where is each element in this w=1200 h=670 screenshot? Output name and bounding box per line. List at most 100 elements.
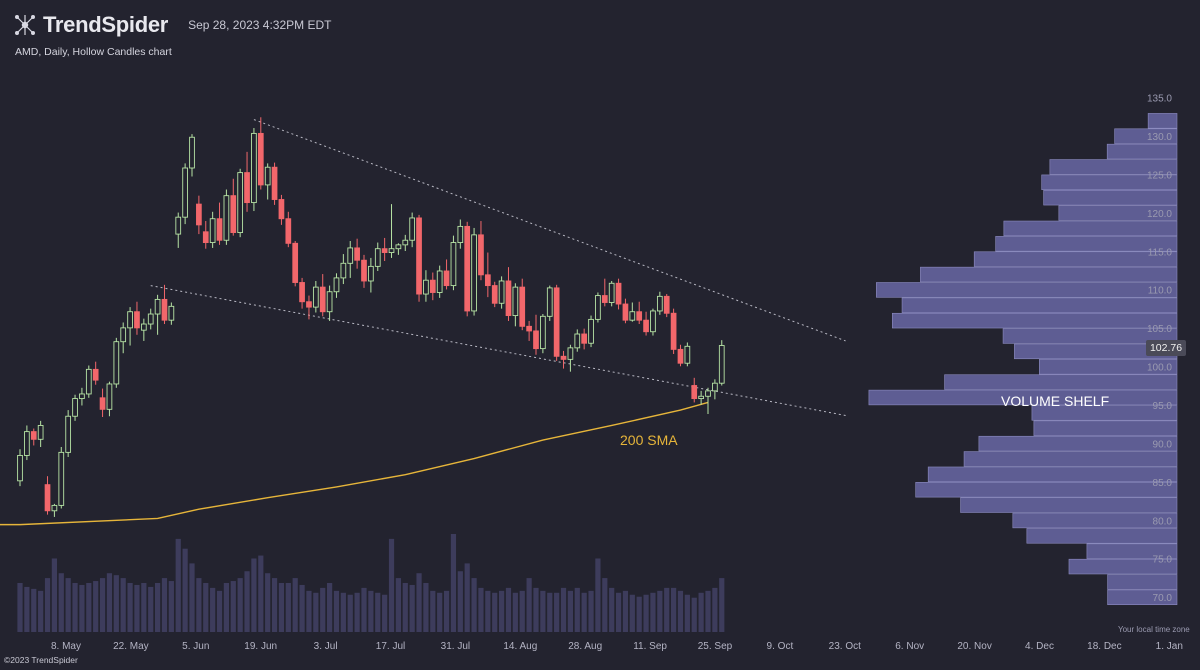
volume-bar (175, 538, 181, 632)
volume-bar (602, 578, 608, 632)
candle (140, 318, 147, 341)
candle (79, 387, 85, 406)
volume-bar (72, 583, 78, 632)
trendline (150, 285, 846, 416)
trendlines (150, 119, 846, 416)
x-tick-label: 31. Jul (441, 641, 470, 652)
volume-profile-bar (876, 282, 1178, 298)
y-tick-label: 90.0 (1153, 439, 1173, 450)
x-tick-label: 5. Jun (182, 641, 209, 652)
volume-bar (182, 548, 188, 632)
volume-bar (512, 592, 518, 632)
candle (285, 211, 292, 248)
volume-bar (106, 573, 113, 632)
volume-bar (258, 555, 264, 632)
volume-bar (560, 587, 567, 632)
y-tick-label: 80.0 (1153, 516, 1173, 527)
candle (629, 302, 636, 322)
volume-profile-bar (915, 482, 1178, 498)
volume-profile-bar (1002, 328, 1178, 344)
volume-bar (423, 583, 429, 632)
volume-bar (430, 590, 436, 632)
candle (237, 168, 244, 238)
candle (306, 295, 312, 320)
volume-bar (223, 583, 229, 632)
candle (636, 301, 643, 325)
candle (574, 329, 581, 352)
volume-bar (719, 578, 725, 632)
volume-profile-bar (1058, 205, 1178, 221)
volume-profile-bar (1026, 528, 1178, 544)
volume-bar (313, 592, 319, 632)
volume-bar (588, 590, 594, 632)
candle (423, 270, 429, 302)
volume-bar (505, 587, 512, 632)
candle (271, 162, 278, 205)
candle (278, 194, 285, 225)
volume-bar (113, 575, 119, 632)
volume-bars (17, 534, 725, 632)
volume-bar (382, 594, 388, 632)
candle (175, 212, 182, 248)
sma-200-line (0, 401, 709, 526)
volume-profile-bar (1147, 113, 1178, 129)
volume-bar (664, 587, 670, 632)
price-axis: 70.0 75.0 80.0 85.0 90.0 95.0 100.0 105.0 110.0 1… (1147, 94, 1172, 605)
candle (216, 202, 223, 245)
candle (264, 163, 271, 200)
candle (491, 281, 498, 308)
candle (127, 307, 133, 346)
x-tick-label: 20. Nov (957, 641, 991, 652)
candle (182, 163, 188, 225)
volume-bar (712, 587, 718, 632)
volume-bar (320, 587, 326, 632)
candle (540, 314, 546, 354)
x-tick-label: 18. Dec (1087, 641, 1121, 652)
y-tick-label: 110.0 (1148, 286, 1173, 297)
volume-bar (595, 558, 601, 632)
x-tick-label: 11. Sep (633, 641, 667, 652)
volume-bar (327, 583, 333, 632)
candle (388, 204, 395, 258)
candle (677, 344, 684, 367)
candle (374, 242, 381, 271)
candle (443, 259, 450, 290)
volume-bar (251, 558, 257, 632)
candle (718, 340, 725, 386)
candle (581, 328, 588, 350)
volume-bar (333, 590, 340, 632)
volume-bar (17, 583, 23, 632)
y-tick-label: 100.0 (1147, 363, 1172, 374)
volume-bar (127, 583, 133, 632)
volume-bar (388, 538, 395, 632)
volume-bar (533, 587, 539, 632)
candle (65, 410, 72, 457)
y-tick-label: 125.0 (1147, 170, 1172, 181)
candle (319, 274, 326, 317)
candle (85, 365, 92, 398)
candle (299, 277, 305, 309)
candle (567, 344, 574, 372)
candle (512, 283, 519, 327)
candle (622, 298, 629, 324)
candle (312, 280, 319, 313)
volume-bar (636, 596, 642, 632)
volume-profile-bar (963, 451, 1178, 467)
candle (519, 278, 526, 331)
candle (381, 237, 388, 261)
candle (656, 291, 663, 315)
y-tick-label: 135.0 (1147, 94, 1172, 105)
candle (608, 280, 615, 307)
y-tick-label: 130.0 (1147, 132, 1172, 143)
volume-bar (31, 588, 37, 632)
volume-profile-bar (1114, 128, 1178, 144)
volume-profile-bar (944, 374, 1178, 390)
x-tick-label: 3. Jul (314, 641, 338, 652)
x-tick-label: 23. Oct (829, 641, 861, 652)
candle (161, 284, 168, 325)
volume-profile-bar (868, 389, 1178, 406)
volume-bar (340, 592, 346, 632)
candle (643, 311, 649, 336)
volume-bar (629, 594, 635, 632)
